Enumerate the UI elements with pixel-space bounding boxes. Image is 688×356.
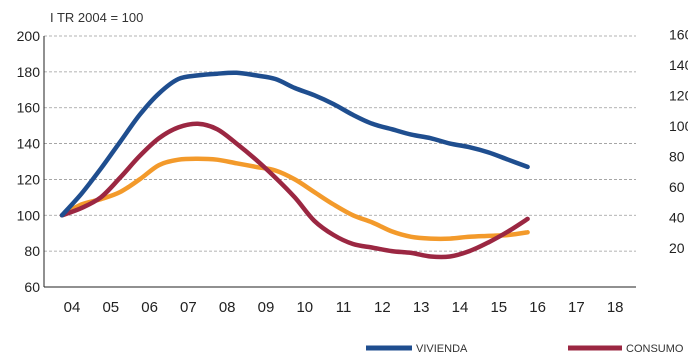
series-line-orange xyxy=(59,156,530,242)
y2-tick-label-100: 100 xyxy=(669,118,688,134)
x-tick-label-05: 05 xyxy=(102,299,119,316)
y-tick-label-140: 140 xyxy=(17,136,41,152)
y-tick-label-120: 120 xyxy=(17,171,41,187)
x-tick-label-14: 14 xyxy=(452,299,469,316)
secondary-y-axis-ticks: 20 40 60 80 100 120 140 160 xyxy=(669,27,688,257)
y2-tick-label-120: 120 xyxy=(669,88,688,104)
y-tick-label-180: 180 xyxy=(17,64,41,80)
y-tick-label-60: 60 xyxy=(24,279,40,295)
grid xyxy=(44,35,636,252)
legend: VIVIENDA CONSUMO xyxy=(366,343,684,355)
legend-label-consumo: CONSUMO xyxy=(626,343,684,355)
x-tick-label-15: 15 xyxy=(490,299,507,316)
y2-tick-label-80: 80 xyxy=(669,149,685,165)
x-tick-label-13: 13 xyxy=(413,299,430,316)
y2-tick-label-20: 20 xyxy=(669,240,685,256)
y2-tick-label-140: 140 xyxy=(669,57,688,73)
x-tick-label-08: 08 xyxy=(219,299,236,316)
y2-tick-label-60: 60 xyxy=(669,179,685,195)
x-tick-label-17: 17 xyxy=(568,299,585,316)
y-tick-label-160: 160 xyxy=(17,100,41,116)
y-axis-ticks: 60 80 100 120 140 160 180 200 xyxy=(17,28,41,295)
series-lines xyxy=(59,70,530,260)
x-tick-label-04: 04 xyxy=(64,299,81,316)
legend-label-vivienda: VIVIENDA xyxy=(416,343,468,355)
x-tick-label-10: 10 xyxy=(296,299,313,316)
y2-tick-label-40: 40 xyxy=(669,210,685,226)
x-axis-ticks: 04 05 06 07 08 09 10 11 12 13 14 15 16 17 18 xyxy=(64,299,624,316)
x-tick-label-09: 09 xyxy=(258,299,275,316)
x-tick-label-06: 06 xyxy=(141,299,158,316)
x-tick-label-16: 16 xyxy=(529,299,546,316)
x-tick-label-11: 11 xyxy=(336,299,352,316)
series-line-vivienda xyxy=(59,70,530,218)
unit-note: I TR 2004 = 100 xyxy=(50,10,143,25)
x-tick-label-07: 07 xyxy=(180,299,197,316)
x-tick-label-12: 12 xyxy=(374,299,391,316)
y-tick-label-100: 100 xyxy=(17,207,41,223)
x-tick-label-18: 18 xyxy=(607,299,624,316)
y-tick-label-200: 200 xyxy=(17,28,41,44)
axes xyxy=(43,36,636,288)
y2-tick-label-160: 160 xyxy=(669,27,688,43)
series-line-consumo xyxy=(59,121,530,260)
y-tick-label-80: 80 xyxy=(24,243,40,259)
